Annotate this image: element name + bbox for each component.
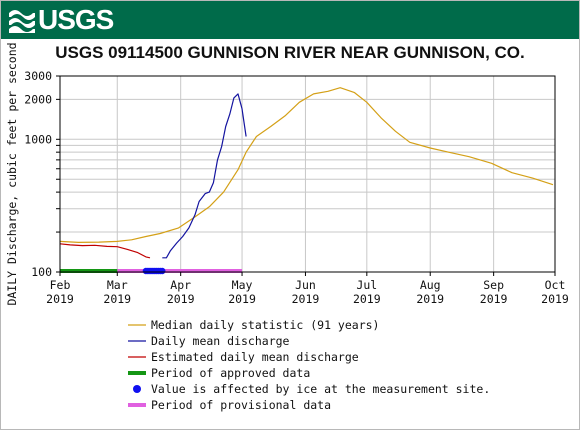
- x-tick-year: 2019: [416, 292, 444, 306]
- x-tick-year: 2019: [480, 292, 508, 306]
- x-tick-year: 2019: [167, 292, 195, 306]
- usgs-logo-text: USGS: [38, 4, 114, 35]
- daily-mean-discharge-line: [162, 93, 247, 259]
- legend-ice-swatch: [133, 385, 141, 393]
- usgs-header-banner: USGS: [1, 1, 579, 39]
- x-tick-month: Jun: [295, 278, 316, 292]
- x-tick-year: 2019: [46, 292, 74, 306]
- legend-estimated-label: Estimated daily mean discharge: [151, 350, 359, 364]
- ice-affected-marker: [159, 267, 166, 275]
- x-tick-month: Sep: [483, 278, 504, 292]
- y-tick-label: 3000: [24, 69, 52, 83]
- legend-ice-label: Value is affected by ice at the measurem…: [151, 382, 490, 396]
- x-tick-month: May: [232, 278, 253, 292]
- x-tick-year: 2019: [103, 292, 131, 306]
- legend-approved-label: Period of approved data: [151, 366, 310, 380]
- x-tick-year: 2019: [541, 292, 569, 306]
- x-tick-month: Aug: [420, 278, 441, 292]
- y-tick-label: 2000: [24, 92, 52, 106]
- x-tick-year: 2019: [292, 292, 320, 306]
- chart-title: USGS 09114500 GUNNISON RIVER NEAR GUNNIS…: [55, 43, 525, 62]
- legend-daily-mean-label: Daily mean discharge: [151, 334, 290, 348]
- usgs-wave-icon: [9, 10, 35, 33]
- y-tick-label: 1000: [24, 132, 52, 146]
- estimated-discharge-line: [60, 243, 151, 259]
- x-tick-month: Apr: [170, 278, 191, 292]
- x-tick-month: Oct: [545, 278, 566, 292]
- x-tick-year: 2019: [353, 292, 381, 306]
- legend-median-label: Median daily statistic (91 years): [151, 318, 379, 332]
- x-tick-month: Jul: [356, 278, 377, 292]
- median-daily-line: [60, 87, 554, 243]
- x-tick-month: Feb: [50, 278, 71, 292]
- x-tick-month: Mar: [107, 278, 128, 292]
- x-tick-year: 2019: [228, 292, 256, 306]
- y-axis-label: DAILY Discharge, cubic feet per second: [5, 42, 19, 305]
- legend-provisional-label: Period of provisional data: [151, 398, 331, 412]
- y-tick-label: 100: [31, 265, 52, 279]
- plot-area: [60, 76, 555, 272]
- plot-border: [59, 75, 556, 273]
